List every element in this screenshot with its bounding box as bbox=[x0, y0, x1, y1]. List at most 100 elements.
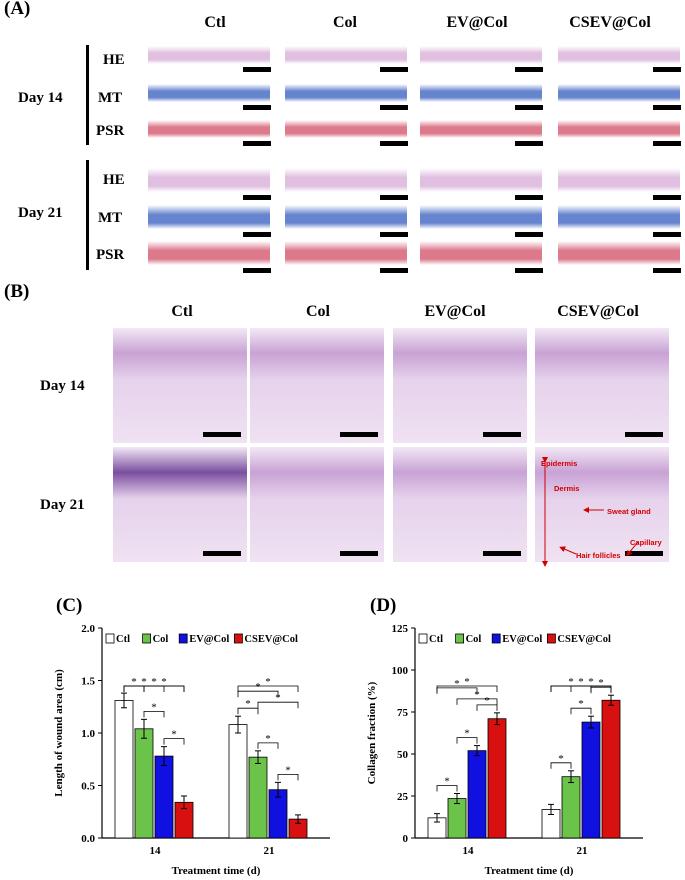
significance-star: * bbox=[151, 676, 157, 688]
scale-bar bbox=[203, 432, 241, 437]
significance-star: * bbox=[255, 681, 261, 693]
legend-label: Col bbox=[153, 634, 169, 645]
scale-bar bbox=[515, 67, 543, 72]
micrograph bbox=[113, 328, 247, 443]
histology-thumbnail bbox=[558, 241, 680, 265]
bar-col bbox=[561, 776, 581, 839]
significance-bracket bbox=[257, 701, 299, 709]
micrograph bbox=[393, 328, 527, 443]
scale-bar bbox=[243, 232, 271, 237]
histology-thumbnail bbox=[148, 205, 270, 229]
histology-thumbnail bbox=[285, 168, 407, 192]
x-tick-label: 21 bbox=[577, 845, 588, 857]
annotation-sweat-gland: Sweat gland bbox=[607, 507, 651, 516]
y-tick-label: 100 bbox=[392, 665, 409, 677]
micrograph bbox=[250, 328, 384, 443]
panel-b-label: (B) bbox=[4, 281, 30, 302]
histology-thumbnail bbox=[285, 120, 407, 138]
histology-thumbnail bbox=[148, 241, 270, 265]
y-tick-label: 50 bbox=[397, 749, 409, 761]
scale-bar bbox=[340, 551, 378, 556]
panel-a-day21-bracket bbox=[86, 160, 89, 270]
y-tick-label: 0 bbox=[403, 833, 409, 845]
significance-star: * bbox=[285, 764, 291, 776]
legend-swatch bbox=[418, 633, 428, 644]
significance-bracket bbox=[163, 738, 185, 745]
micrograph bbox=[535, 328, 669, 443]
scale-bar bbox=[380, 195, 408, 200]
legend-label: Ctl bbox=[429, 634, 443, 645]
significance-bracket bbox=[123, 685, 185, 692]
scale-bar bbox=[243, 67, 271, 72]
y-tick-label: 25 bbox=[397, 791, 409, 803]
scale-bar bbox=[483, 432, 521, 437]
scale-bar bbox=[625, 432, 663, 437]
scale-bar bbox=[340, 432, 378, 437]
annotation-epidermis: Epidermis bbox=[541, 459, 578, 468]
significance-bracket bbox=[570, 707, 592, 715]
scale-bar bbox=[653, 232, 681, 237]
y-tick-label: 1.0 bbox=[81, 728, 95, 740]
scale-bar bbox=[380, 232, 408, 237]
bar-ctl bbox=[114, 700, 134, 839]
scale-bar bbox=[243, 141, 271, 146]
wound-length-chart: 0.0 0.5 1.0 1.5 2.0 Length of wound area (cm)… bbox=[53, 623, 330, 877]
histology-thumbnail bbox=[148, 168, 270, 192]
histology-thumbnail bbox=[558, 84, 680, 102]
legend-swatch bbox=[233, 633, 243, 644]
stain-label: MT bbox=[98, 90, 123, 106]
x-tick-label: 14 bbox=[463, 845, 475, 857]
scale-bar bbox=[515, 141, 543, 146]
bar-csev-at-col bbox=[487, 718, 507, 839]
collagen-fraction-chart: 0 25 50 75 100 125 Collagen fraction (%) Treatm… bbox=[366, 623, 643, 877]
scale-bar bbox=[653, 268, 681, 273]
significance-star: * bbox=[131, 676, 137, 688]
legend-swatch bbox=[491, 633, 501, 644]
scale-bar bbox=[380, 67, 408, 72]
histology-thumbnail bbox=[558, 46, 680, 64]
bar-col bbox=[248, 756, 268, 839]
scale-bar bbox=[515, 232, 543, 237]
y-tick-label: 125 bbox=[392, 623, 409, 635]
panel-a-day14: Day 14 bbox=[18, 90, 63, 106]
significance-star: * bbox=[484, 695, 490, 707]
bar-ev-at-col bbox=[467, 750, 487, 839]
histology-thumbnail bbox=[148, 84, 270, 102]
scale-bar bbox=[515, 105, 543, 110]
panel-a-label: (A) bbox=[4, 0, 31, 19]
stain-label: PSR bbox=[96, 247, 125, 263]
stain-label: PSR bbox=[96, 123, 125, 139]
scale-bar bbox=[380, 141, 408, 146]
significance-bracket bbox=[277, 773, 299, 781]
significance-bracket bbox=[237, 690, 279, 698]
annotation-arrows bbox=[542, 457, 639, 567]
histology-thumbnail bbox=[420, 168, 542, 192]
significance-star: * bbox=[265, 676, 271, 688]
scale-bar bbox=[625, 551, 663, 556]
bar-col bbox=[447, 798, 467, 839]
significance-bracket bbox=[257, 742, 279, 749]
histology-thumbnail bbox=[420, 120, 542, 138]
legend-swatch bbox=[455, 633, 464, 644]
significance-star: * bbox=[275, 692, 281, 704]
panel-a-col-ev: EV@Col bbox=[446, 14, 508, 31]
scale-bar bbox=[653, 67, 681, 72]
x-tick-label: 14 bbox=[150, 845, 162, 857]
significance-star: * bbox=[171, 729, 177, 741]
scale-bar bbox=[203, 551, 241, 556]
significance-star: * bbox=[578, 676, 584, 688]
bar-ctl bbox=[228, 724, 248, 839]
histology-thumbnail bbox=[420, 205, 542, 229]
significance-bracket bbox=[550, 685, 612, 692]
significance-bracket bbox=[476, 704, 498, 711]
significance-star: * bbox=[578, 698, 584, 710]
significance-star: * bbox=[464, 676, 470, 688]
histology-thumbnail bbox=[285, 205, 407, 229]
scale-bar bbox=[653, 105, 681, 110]
significance-bracket bbox=[237, 685, 299, 692]
panel-b-col-col: Col bbox=[306, 303, 330, 320]
scale-bar bbox=[243, 105, 271, 110]
legend-swatch bbox=[142, 633, 151, 644]
scale-bar bbox=[380, 105, 408, 110]
micrograph bbox=[393, 447, 527, 562]
